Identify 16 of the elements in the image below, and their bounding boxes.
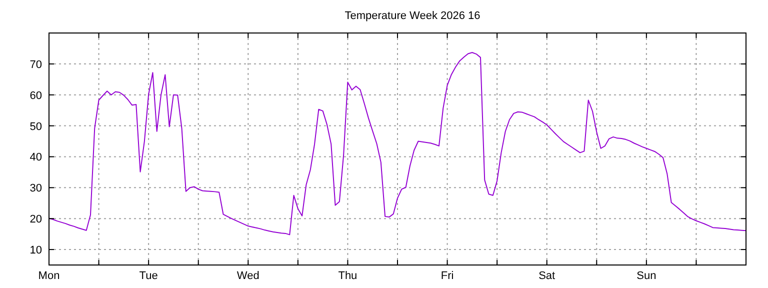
y-tick-label: 50	[30, 120, 42, 133]
y-tick-label: 20	[30, 214, 42, 226]
x-tick-label: Thu	[338, 270, 358, 282]
x-tick-label: Wed	[236, 270, 260, 282]
x-tick-label: Tue	[139, 270, 158, 282]
x-tick-label: Mon	[38, 270, 60, 282]
y-tick-label: 60	[30, 90, 42, 102]
y-tick-label: 10	[30, 244, 42, 257]
x-tick-label: Fri	[440, 270, 454, 282]
y-tick-label: 30	[30, 182, 42, 195]
x-tick-label: Sun	[636, 270, 656, 282]
y-tick-label: 70	[30, 58, 42, 71]
x-tick-label: Sat	[538, 270, 556, 282]
chart-title: Temperature Week 2026 16	[344, 10, 480, 22]
y-tick-label: 40	[30, 152, 42, 164]
line-series	[48, 52, 746, 236]
